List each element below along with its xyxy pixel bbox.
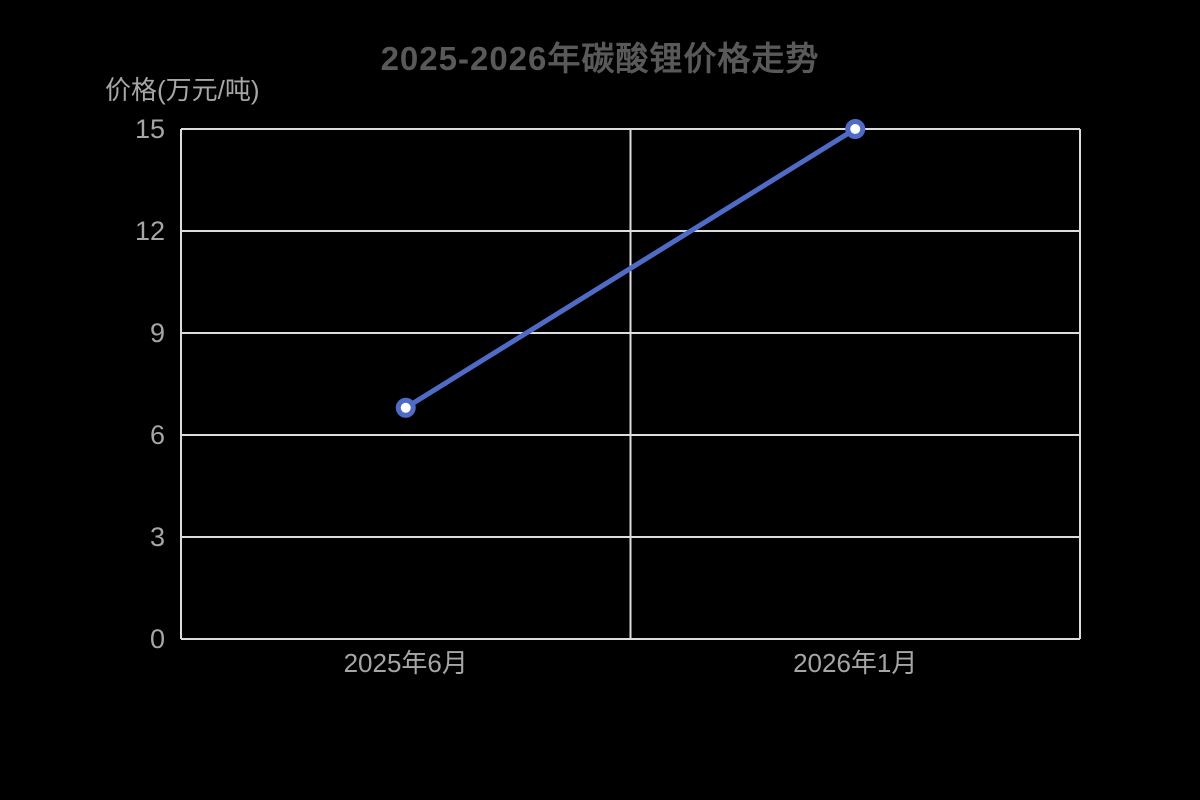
y-tick-label: 3 — [149, 522, 165, 552]
data-point-marker — [395, 397, 416, 418]
chart-title: 2025-2026年碳酸锂价格走势 — [380, 40, 820, 77]
x-axis-label: 2026年1月 — [793, 648, 918, 678]
data-point-marker — [845, 119, 866, 139]
x-axis-label: 2025年6月 — [343, 648, 468, 678]
y-tick-label: 12 — [134, 216, 165, 246]
y-tick-label: 9 — [149, 318, 165, 348]
y-axis-title: 价格(万元/吨) — [105, 75, 260, 105]
y-tick-label: 6 — [149, 420, 165, 450]
y-tick-label: 15 — [134, 114, 165, 144]
price-trend-line — [403, 126, 858, 411]
y-tick-label: 0 — [149, 624, 165, 654]
